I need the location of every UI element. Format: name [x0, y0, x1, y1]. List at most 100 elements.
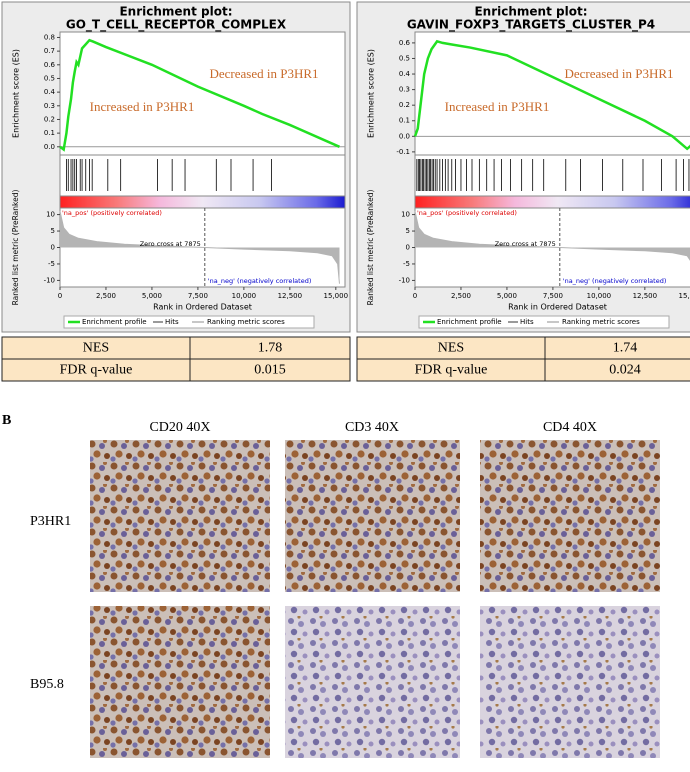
legend-label: Ranking metric scores [562, 318, 640, 326]
legend-label: Enrichment profile [82, 318, 147, 326]
y-tick-label: 0.4 [44, 88, 56, 96]
legend-label: Hits [165, 318, 179, 326]
color-bar [59, 195, 346, 209]
y-tick-label: 0.6 [44, 61, 56, 69]
ihc-image [90, 606, 270, 758]
table-cell [189, 358, 351, 382]
annotation: Increased in P3HR1 [445, 99, 550, 114]
y-tick-label: 0.8 [44, 33, 55, 41]
ihc-image [480, 606, 660, 758]
x-tick-label: 0 [413, 292, 417, 300]
table-cell [544, 358, 690, 382]
x-tick-label: 5,000 [142, 292, 162, 300]
y-axis-label: Enrichment score (ES) [12, 49, 21, 138]
column-header: CD4 40X [543, 420, 597, 435]
es-curve [59, 38, 340, 152]
x-tick-label: 10,000 [587, 292, 612, 300]
hits-area [59, 154, 346, 197]
y-tick-label: -5 [48, 260, 55, 268]
y-tick-label: 10 [401, 211, 410, 219]
panel-label: B [2, 413, 11, 428]
legend-label: Hits [520, 318, 534, 326]
annotation: Decreased in P3HR1 [564, 66, 673, 81]
es-area [414, 31, 690, 156]
y-tick-label: 0.2 [44, 115, 55, 123]
metric-line [414, 211, 690, 261]
ihc-image [285, 606, 460, 758]
y-tick-label: 0 [406, 244, 410, 252]
table-value: 0.024 [609, 363, 641, 378]
x-tick-label: 7,500 [543, 292, 563, 300]
row-label: P3HR1 [30, 514, 71, 529]
table-value: 1.78 [258, 341, 283, 356]
y-tick-label: -0.1 [396, 148, 410, 156]
ihc-image [285, 440, 460, 592]
annotation: Decreased in P3HR1 [209, 66, 318, 81]
table-label: NES [438, 341, 464, 356]
column-header: CD20 40X [149, 420, 210, 435]
legend-label: Ranking metric scores [207, 318, 285, 326]
y-tick-label: 0.1 [44, 129, 55, 137]
chart-title: Enrichment plot: [119, 5, 232, 19]
x-tick-label: 7,500 [188, 292, 208, 300]
y-tick-label: 0.5 [399, 54, 410, 62]
metric-fill [415, 211, 690, 261]
y-axis-label: Ranked list metric (PreRanked) [11, 190, 20, 306]
column-header: CD3 40X [345, 420, 399, 435]
y-tick-label: 0.3 [44, 102, 55, 110]
na-neg: 'na_neg' (negatively correlated) [208, 277, 312, 285]
chart-subtitle: GAVIN_FOXP3_TARGETS_CLUSTER_P4 [407, 18, 655, 33]
y-tick-label: 0 [51, 244, 55, 252]
x-tick-label: 2,500 [451, 292, 471, 300]
x-tick-label: 2,500 [96, 292, 116, 300]
y-tick-label: -5 [403, 260, 410, 268]
na-neg: 'na_neg' (negatively correlated) [563, 277, 667, 285]
y-tick-label: 0.3 [399, 86, 410, 94]
table-label: NES [83, 341, 109, 356]
zero-cross-label: Zero cross at 7875 [140, 240, 201, 248]
x-axis-label: Rank in Ordered Dataset [508, 303, 607, 312]
legend-label: Enrichment profile [437, 318, 502, 326]
hits-area [414, 154, 690, 197]
y-tick-label: 0.4 [399, 70, 411, 78]
y-tick-label: 0.5 [44, 74, 55, 82]
table-label: FDR q-value [415, 363, 488, 378]
es-area [59, 31, 346, 156]
table-label: FDR q-value [60, 363, 133, 378]
y-axis-label: Enrichment score (ES) [367, 49, 376, 138]
na-pos: 'na_pos' (positively correlated) [417, 209, 517, 217]
legend-box [418, 315, 670, 329]
zero-cross-label: Zero cross at 7875 [495, 240, 556, 248]
legend-box [63, 315, 315, 329]
y-tick-label: 0.0 [44, 143, 55, 151]
x-tick-label: 15,000 [679, 292, 690, 300]
chart-title: Enrichment plot: [474, 5, 587, 19]
x-tick-label: 5,000 [497, 292, 517, 300]
na-pos: 'na_pos' (positively correlated) [62, 209, 162, 217]
table-value: 0.015 [254, 363, 286, 378]
y-tick-label: -10 [44, 276, 55, 284]
metric-line [59, 211, 340, 284]
y-tick-label: 0.6 [399, 39, 411, 47]
color-bar [414, 195, 690, 209]
y-tick-label: 0.7 [44, 47, 55, 55]
y-tick-label: 5 [406, 227, 410, 235]
x-tick-label: 0 [58, 292, 62, 300]
annotation: Increased in P3HR1 [90, 99, 195, 114]
ihc-image [480, 440, 660, 592]
x-tick-label: 15,000 [324, 292, 349, 300]
y-tick-label: 10 [46, 211, 55, 219]
y-tick-label: 0.2 [399, 101, 410, 109]
y-tick-label: 0.1 [399, 117, 410, 125]
x-axis-label: Rank in Ordered Dataset [153, 303, 252, 312]
x-tick-label: 10,000 [232, 292, 257, 300]
y-tick-label: 5 [51, 227, 55, 235]
es-curve [413, 39, 690, 151]
y-tick-label: -10 [399, 276, 410, 284]
x-tick-label: 12,500 [278, 292, 303, 300]
table-value: 1.74 [613, 341, 638, 356]
y-axis-label: Ranked list metric (PreRanked) [366, 190, 375, 306]
x-tick-label: 12,500 [633, 292, 658, 300]
ihc-image [90, 440, 270, 592]
